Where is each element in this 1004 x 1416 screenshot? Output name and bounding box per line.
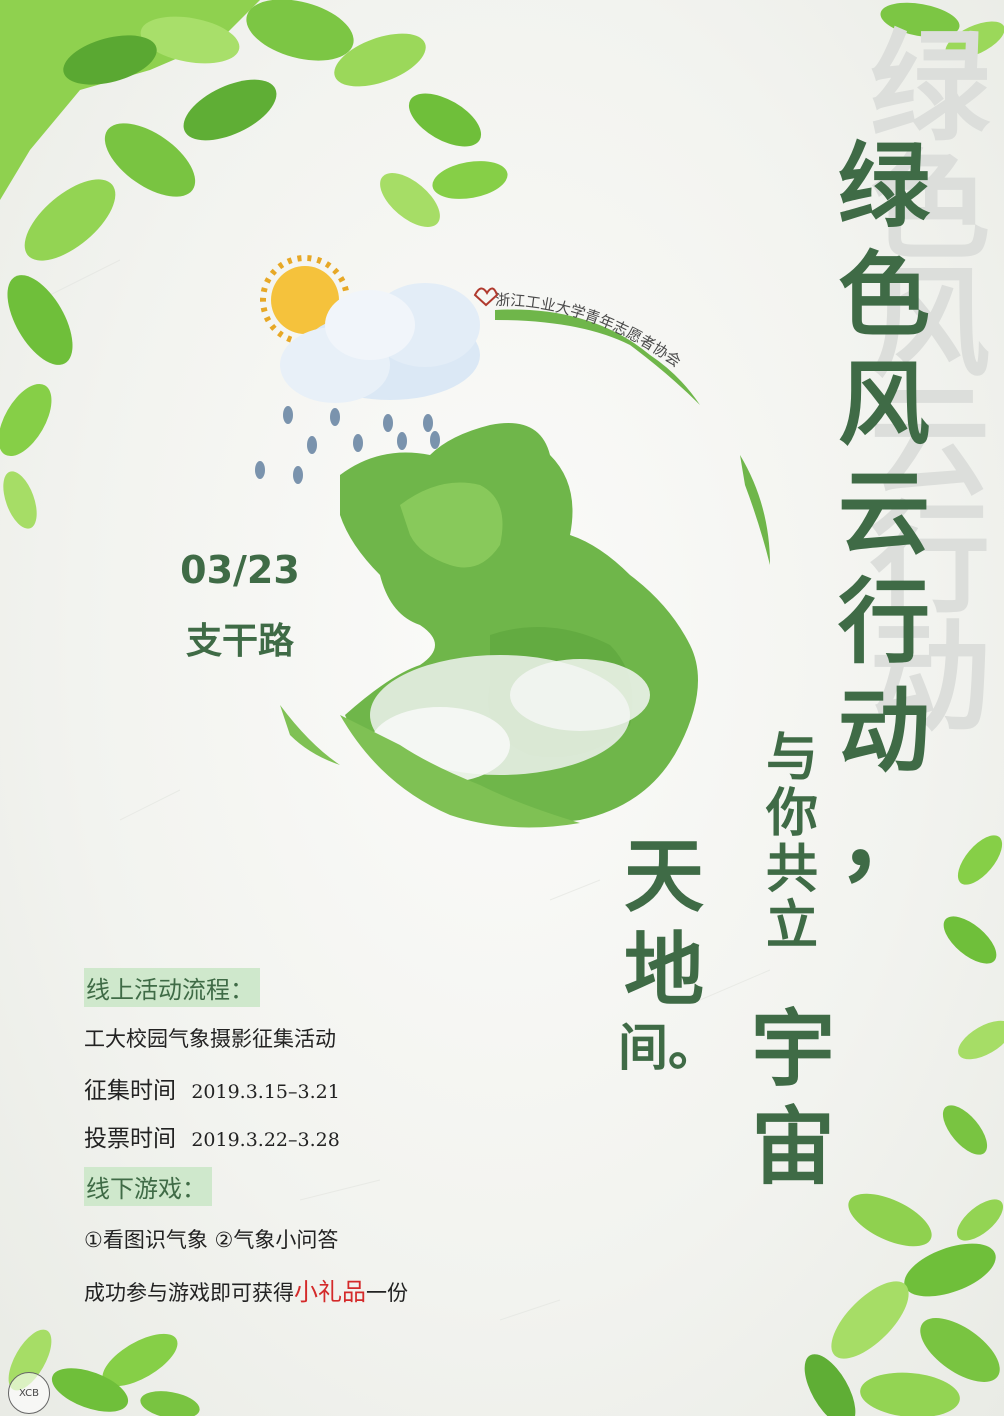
- watermark-char: 风: [870, 255, 990, 394]
- subtitle-char: 宇: [750, 1000, 835, 1098]
- leaf-cluster-top-left: [0, 0, 508, 529]
- offline-games: ①看图识气象 ②气象小问答: [84, 1228, 339, 1252]
- title-char: ，: [837, 787, 930, 894]
- organization-logo: [473, 287, 499, 307]
- title-char: 动: [837, 678, 930, 785]
- reward-suffix: 一份: [366, 1281, 408, 1305]
- title-char: 绿: [837, 133, 930, 240]
- globe-illustration: 浙江工业大学青年志愿者协会: [255, 255, 770, 828]
- leaf-cluster-right: [942, 835, 1004, 1241]
- subtitle-char: 间。: [618, 1019, 718, 1077]
- watermark-char: 色: [870, 137, 990, 276]
- cloud-icon: [280, 283, 480, 403]
- leaf-icon: [880, 2, 960, 38]
- subtitle-char: 宙: [750, 1098, 835, 1196]
- raindrop-icon: [255, 406, 440, 484]
- vote-range: 2019.3.22–3.28: [191, 1129, 340, 1151]
- online-activity: 工大校园气象摄影征集活动: [84, 1027, 336, 1051]
- subtitle-line2: 宇 宙: [745, 1000, 841, 1196]
- reward-prefix: 成功参与游戏即可获得: [84, 1281, 294, 1305]
- leaf-icon: [0, 0, 508, 529]
- vote-time: 投票时间 2019.3.22–3.28: [84, 1119, 408, 1153]
- title-char: 云: [837, 460, 930, 567]
- subtitle-char: 共: [765, 840, 818, 900]
- leaf-cluster-top-right: [880, 2, 1004, 59]
- subtitle-char: 立: [765, 896, 818, 956]
- organization-name: 浙江工业大学青年志愿者协会: [495, 291, 684, 371]
- watermark-char: 云: [870, 373, 990, 512]
- leaf-icon: [102, 1333, 178, 1387]
- leaf-icon: [957, 835, 1003, 885]
- xcb-badge: XCB: [8, 1372, 50, 1414]
- title-watermark: 绿 色 风 云 行 动: [860, 19, 1000, 748]
- watermark-char: 动: [870, 609, 990, 748]
- collect-time: 征集时间 2019.3.15–3.21: [84, 1071, 408, 1105]
- leaf-icon: [848, 1193, 932, 1247]
- event-venue: 支干路: [185, 621, 294, 662]
- subtitle-line3: 天 地 间。: [618, 830, 718, 1078]
- subtitle-char: 天: [624, 830, 704, 923]
- title-char: 行: [837, 569, 930, 676]
- title-char: 色: [837, 242, 930, 349]
- leaf-cluster-bottom-left: [8, 1329, 200, 1416]
- collect-range: 2019.3.15–3.21: [191, 1081, 340, 1103]
- globe-icon: [280, 309, 770, 828]
- vote-label: 投票时间: [84, 1126, 176, 1152]
- subtitle-char: 你: [765, 784, 818, 844]
- event-date: 03/23: [180, 548, 300, 592]
- reward-gift: 小礼品: [294, 1278, 366, 1306]
- reward-line: 成功参与游戏即可获得小礼品一份: [84, 1272, 408, 1307]
- title-char: 风: [837, 351, 930, 458]
- online-heading: 线上活动流程：: [84, 968, 260, 1007]
- leaf-cluster-bottom-right: [804, 1193, 1000, 1416]
- info-block: 线上活动流程： 工大校园气象摄影征集活动 征集时间 2019.3.15–3.21…: [84, 968, 408, 1307]
- subtitle-char: 地: [624, 924, 704, 1017]
- collect-label: 征集时间: [84, 1078, 176, 1104]
- offline-heading: 线下游戏：: [84, 1167, 212, 1206]
- title-main: 绿 色 风 云 行 动 ，: [828, 132, 940, 895]
- subtitle-char: 与: [765, 728, 818, 788]
- watermark-char: 行: [870, 491, 990, 630]
- watermark-char: 绿: [870, 19, 990, 158]
- subtitle-line1: 与 你 共 立: [760, 730, 824, 954]
